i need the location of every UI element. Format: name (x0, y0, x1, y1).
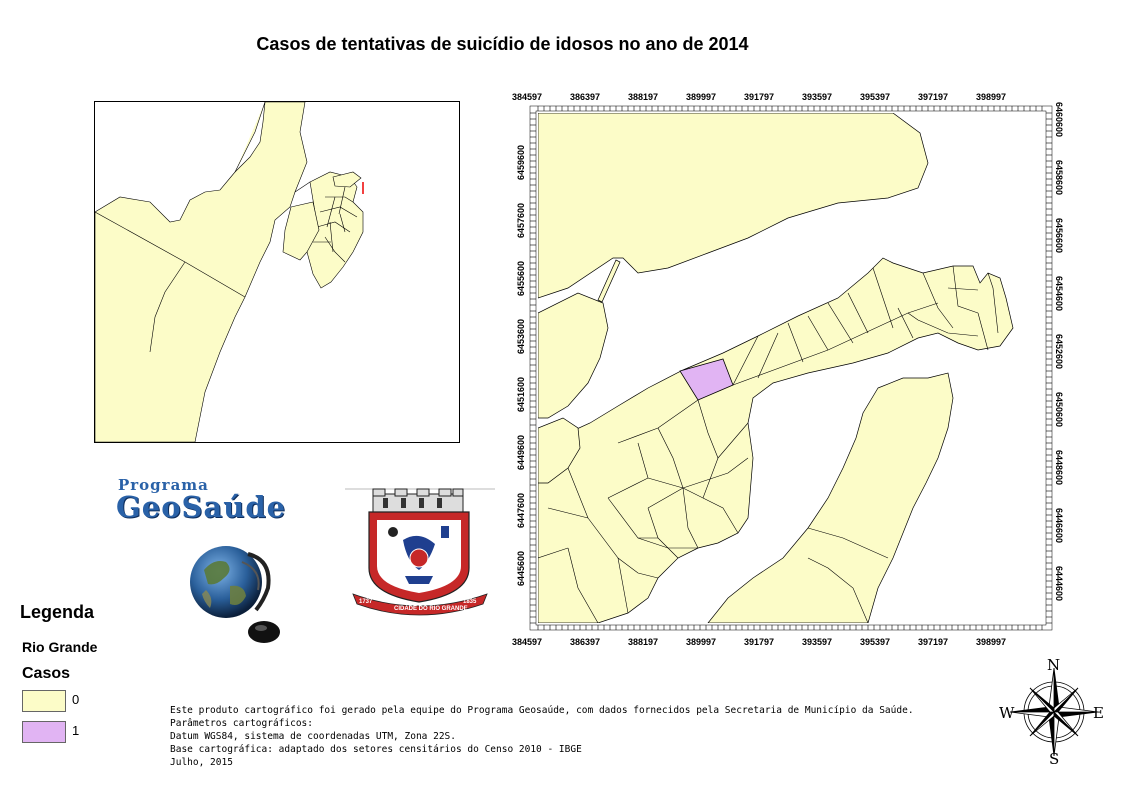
grid-y-label-left: 6459600 (516, 144, 526, 180)
grid-x-label-top: 393597 (802, 92, 833, 102)
grid-x-label-bottom: 384597 (512, 637, 543, 647)
grid-x-label-bottom: 391797 (744, 637, 775, 647)
grid-y-label-right: 6446600 (1054, 508, 1064, 544)
inset-map (94, 101, 460, 443)
grid-y-label-right: 6458600 (1054, 160, 1064, 196)
grid-y-label-right: 6456600 (1054, 218, 1064, 254)
credits-line-5: Julho, 2015 (170, 757, 233, 768)
grid-x-label-bottom: 395397 (860, 637, 891, 647)
grid-x-label-bottom: 398997 (976, 637, 1007, 647)
grid-y-label-right: 6452600 (1054, 334, 1064, 370)
compass-e: E (1093, 704, 1104, 722)
land-north (538, 113, 929, 299)
legend-field-name: Casos (22, 665, 71, 682)
grid-x-label-top: 386397 (570, 92, 601, 102)
grid-x-label-bottom: 393597 (802, 637, 833, 647)
land-east (707, 372, 954, 623)
geosaude-logo-text: GeoSaúde (116, 490, 287, 524)
grid-y-label-right: 6444600 (1054, 566, 1064, 602)
credits-line-3: Datum WGS84, sistema de coordenadas UTM,… (170, 731, 456, 742)
crest-year-left: 1737 (359, 599, 373, 605)
credits-line-1: Este produto cartográfico foi gerado pel… (170, 705, 914, 716)
grid-x-label-top: 384597 (512, 92, 543, 102)
city-coat-of-arms: 1737 CIDADE DO RIO GRANDE 1835 (345, 486, 495, 621)
grid-y-label-left: 6453600 (516, 318, 526, 354)
crest-year-right: 1835 (463, 599, 477, 605)
grid-y-label-left: 6451600 (516, 376, 526, 412)
grid-x-label-bottom: 388197 (628, 637, 659, 647)
land-city (538, 257, 1014, 623)
grid-y-label-right: 6454600 (1054, 276, 1064, 312)
geosaude-logo-small-text: Programa (118, 476, 209, 494)
map-credits: Este produto cartográfico foi gerado pel… (170, 704, 914, 769)
legend-layer-name: Rio Grande (22, 639, 98, 655)
inset-island (332, 171, 362, 188)
crest-ribbon-text: CIDADE DO RIO GRANDE (394, 606, 468, 612)
compass-rose: N S E W (996, 654, 1112, 770)
main-map-svg (529, 105, 1053, 631)
compass-s: S (1049, 750, 1060, 768)
grid-x-label-top: 395397 (860, 92, 891, 102)
legend-swatch-0 (22, 690, 66, 712)
grid-x-label-bottom: 386397 (570, 637, 601, 647)
grid-x-label-top: 389997 (686, 92, 717, 102)
legend-label-1: 1 (72, 723, 80, 738)
grid-x-label-bottom: 397197 (918, 637, 949, 647)
main-map-frame: 384597 386397 388197 389997 391797 393597 3953… (508, 88, 1064, 647)
grid-y-label-left: 6447600 (516, 492, 526, 528)
grid-x-label-top: 391797 (744, 92, 775, 102)
grid-x-label-top: 397197 (918, 92, 949, 102)
legend-title: Legenda (20, 602, 95, 622)
grid-y-label-right: 6448600 (1054, 450, 1064, 486)
legend-swatch-1 (22, 721, 66, 743)
grid-y-label-left: 6449600 (516, 434, 526, 470)
globe-mouse-icon (186, 540, 286, 653)
grid-x-label-bottom: 389997 (686, 637, 717, 647)
land-west (538, 292, 609, 419)
grid-y-label-left: 6457600 (516, 202, 526, 238)
compass-n: N (1047, 656, 1061, 674)
map-title: Casos de tentativas de suicídio de idoso… (256, 34, 749, 54)
credits-line-4: Base cartográfica: adaptado dos setores … (170, 744, 582, 755)
grid-y-label-right: 6460600 (1054, 102, 1064, 138)
compass-rose-icon (1009, 667, 1099, 757)
grid-y-label-left: 6455600 (516, 260, 526, 296)
grid-y-label-left: 6445600 (516, 550, 526, 586)
grid-y-label-right: 6450600 (1054, 392, 1064, 428)
legend-label-0: 0 (72, 692, 80, 707)
inset-map-svg (95, 102, 364, 442)
grid-x-label-top: 388197 (628, 92, 659, 102)
credits-line-2: Parâmetros cartográficos: (170, 718, 313, 729)
compass-w: W (999, 704, 1015, 722)
grid-x-label-top: 398997 (976, 92, 1007, 102)
